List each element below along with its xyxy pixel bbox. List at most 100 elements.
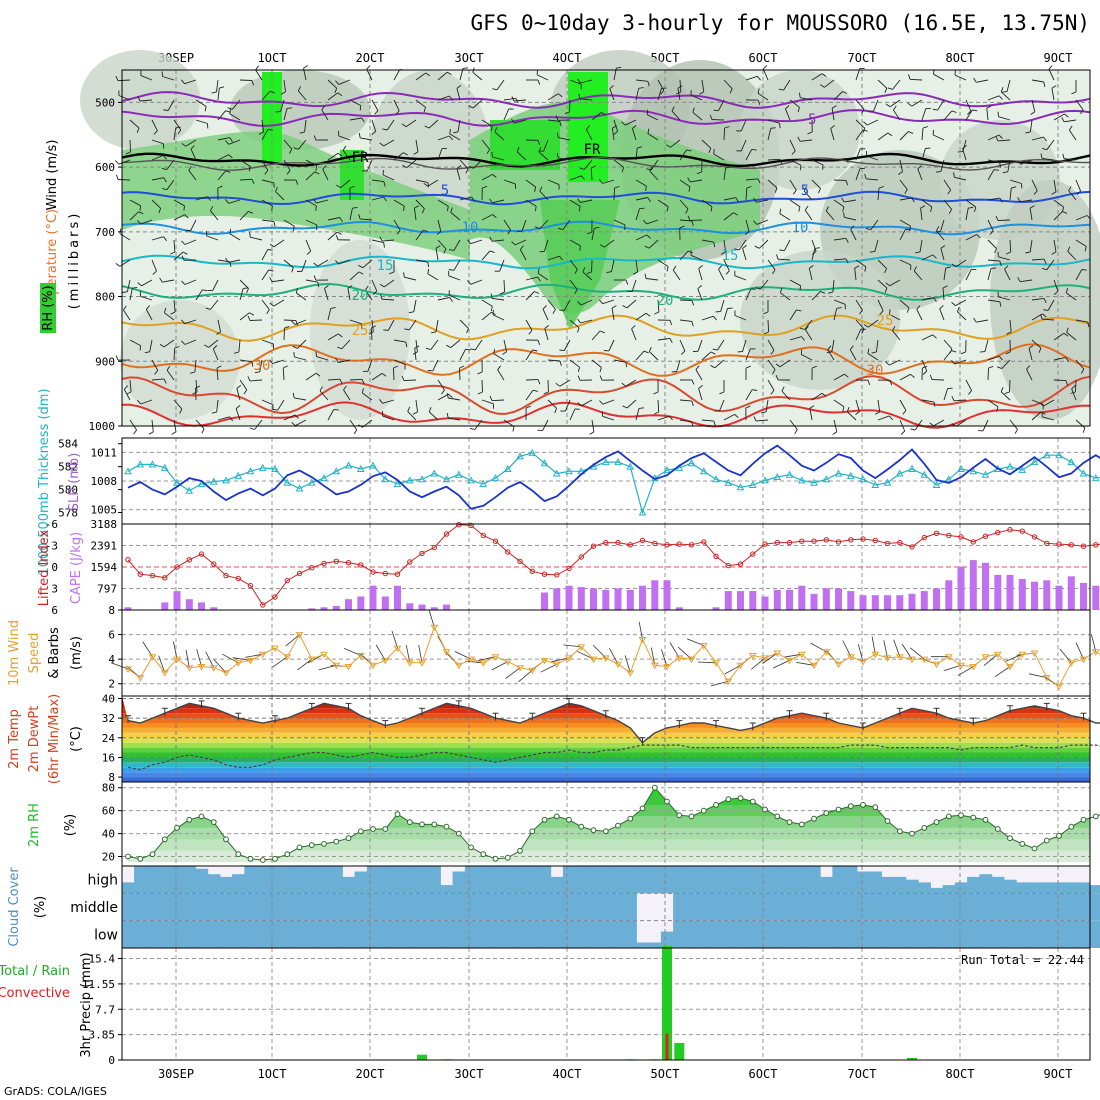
wind-barb <box>965 269 972 281</box>
wind-barb-flag <box>725 166 731 169</box>
wind-barb-flag <box>371 325 376 329</box>
wind-barb-flag <box>685 208 689 214</box>
cloud-bar-middle <box>562 893 576 921</box>
rh2m-point <box>1019 841 1026 847</box>
wind-barb <box>855 319 865 330</box>
wind-barb <box>392 367 395 381</box>
wind-barb <box>789 336 802 341</box>
wind-barb-flag <box>669 338 673 344</box>
wind-barb <box>1029 239 1033 252</box>
cloud-bar-low <box>648 942 662 948</box>
wind-barb-flag <box>929 422 934 427</box>
wind-barb-flag <box>1068 125 1073 131</box>
wind-barb <box>1031 179 1038 191</box>
wind-barb-flag <box>698 385 703 389</box>
wind-barb-flag <box>449 95 453 101</box>
wind-barb <box>277 399 285 411</box>
wind-barb-flag <box>211 91 217 94</box>
wind-barb-flag <box>745 365 751 369</box>
wind-barb <box>873 99 879 112</box>
contour-minus5 <box>121 109 1091 127</box>
contour-35 <box>121 375 1091 415</box>
wind10-barb <box>871 636 876 655</box>
ylabel-barbs: & Barbs <box>47 627 62 679</box>
wind-barb-flag <box>126 391 132 395</box>
wind-barb-flag <box>251 179 255 184</box>
wind-barb-flag <box>818 188 821 194</box>
cloud-bar-middle <box>158 893 172 921</box>
cloud-bar-high <box>991 876 1005 894</box>
wind-barb <box>1000 391 1011 401</box>
cloud-bar-high <box>121 882 135 894</box>
cape-bar <box>626 589 634 610</box>
wind-barb-flag <box>1026 365 1031 370</box>
wind-barb <box>870 219 879 230</box>
ytick-label: 24 <box>102 732 116 745</box>
wind-barb-flag <box>1043 81 1046 87</box>
wind-barb <box>261 219 274 223</box>
wind-barb <box>1000 91 1011 101</box>
wind-barb <box>850 229 857 241</box>
wind-barb <box>216 367 219 381</box>
wind-barb-flag <box>123 305 127 311</box>
ytick-label: 1000 <box>89 420 116 433</box>
lifted-index-point <box>492 538 499 544</box>
wind-barb-flag <box>691 300 695 306</box>
cloud-bar-low <box>366 920 380 948</box>
wind-barb <box>701 239 714 243</box>
wind-barb <box>987 259 1000 262</box>
wind-barb-flag <box>757 88 760 94</box>
cloud-bar-high <box>575 866 588 894</box>
wind-barb <box>800 139 813 142</box>
wind-barb <box>767 259 776 270</box>
wind-barb <box>943 339 953 350</box>
wind-barb-flag <box>905 228 911 231</box>
wind-barb <box>1029 208 1033 221</box>
wind-barb <box>855 119 866 129</box>
wind-barb-flag <box>269 359 273 364</box>
wind-barb-flag <box>1053 290 1059 295</box>
wind-barb-flag <box>456 85 462 89</box>
cloud-bar-middle <box>685 893 699 921</box>
contour-label: 15 <box>722 248 739 264</box>
wind-barb-flag <box>489 395 493 401</box>
wind-barb-flag <box>713 315 717 321</box>
cloud-bar-middle <box>489 893 503 921</box>
wind-barb <box>1026 369 1033 381</box>
wind-barb <box>569 359 580 368</box>
wind-barb-flag <box>512 426 515 432</box>
wind-barb <box>321 109 329 121</box>
wind-barb <box>833 373 845 381</box>
wind-barb <box>745 219 750 232</box>
wind-barb-flag <box>638 407 645 409</box>
wind-barb <box>723 259 730 271</box>
cape-bar <box>1031 581 1038 610</box>
wind-barb-flag <box>871 351 877 354</box>
wind-barb-flag <box>1080 109 1084 115</box>
wind-barb-flag <box>1028 345 1034 349</box>
wind-barb <box>679 419 692 423</box>
wind-barb-flag <box>614 185 620 189</box>
wind-barb <box>327 308 332 321</box>
cape-bar <box>969 560 977 610</box>
rh2m-point <box>553 813 560 820</box>
wind-barb-flag <box>229 261 232 267</box>
wind-barb <box>347 288 351 301</box>
cape-bar <box>773 589 781 610</box>
wind-barb <box>525 179 536 188</box>
thickness-point <box>944 475 953 483</box>
rh2m-point <box>872 804 879 811</box>
wind-barb <box>987 134 1000 141</box>
cloud-bar-high <box>599 866 613 894</box>
thickness-point <box>1091 474 1100 482</box>
wind-barb <box>899 399 907 411</box>
wind-barb <box>745 149 753 161</box>
lifted-index-point <box>652 540 658 547</box>
wind-barb <box>437 71 448 81</box>
wind-barb-flag <box>713 420 716 427</box>
wind-barb-flag <box>754 245 760 249</box>
thickness-point <box>503 464 512 472</box>
lifted-index-point <box>431 544 437 551</box>
cloud-bar-middle <box>881 893 895 921</box>
wind-barb <box>370 327 373 341</box>
